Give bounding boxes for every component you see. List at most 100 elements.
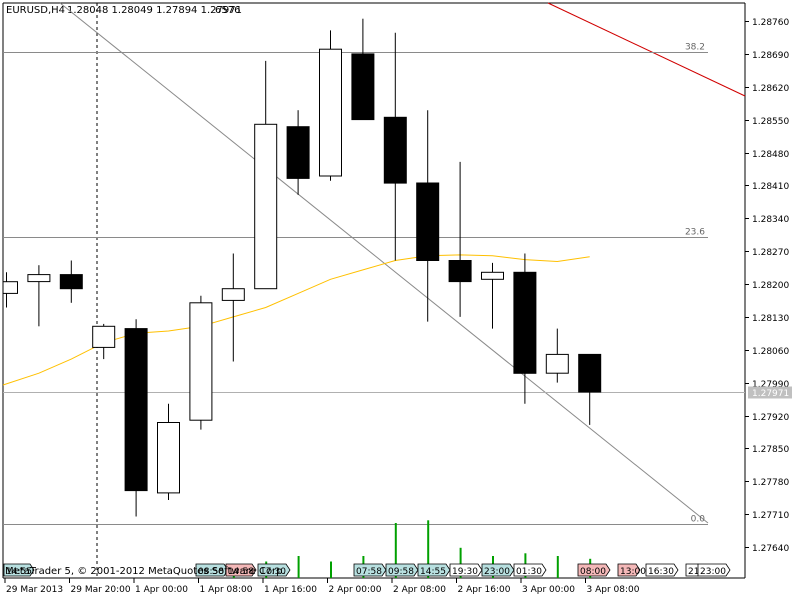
trade-tag: 23:00 (697, 563, 731, 577)
time-tick-label: 1 Apr 08:00 (200, 585, 253, 595)
trade-tag-shape (225, 563, 257, 577)
bear-candle-body (578, 353, 602, 393)
trade-tag: 08:00 (577, 563, 611, 577)
trade-tag: 16:30 (645, 563, 679, 577)
time-tick-label: 2 Apr 16:00 (458, 585, 511, 595)
trade-tag-label: 08:58 (198, 567, 224, 577)
price-tick-label: 1.28760 (752, 18, 789, 28)
trade-tag-shape (3, 563, 35, 577)
price-tick-label: 1.27920 (752, 413, 789, 423)
trade-tag-shape (449, 563, 483, 577)
bull-candle-body (319, 48, 342, 177)
trade-tag-label: 19:30 (452, 567, 478, 577)
bear-candle-body (59, 274, 83, 290)
price-tick-label: 1.28620 (752, 84, 789, 94)
time-tick-label: 3 Apr 00:00 (522, 585, 575, 595)
candle (59, 260, 83, 303)
candle (545, 328, 569, 383)
candle (157, 403, 180, 500)
bear-candle-body (124, 328, 148, 492)
bear-candle-body (286, 126, 310, 179)
price-tick-label: 1.27780 (752, 478, 789, 488)
price-axis[interactable]: 1.28760 1.28690 1.28620 1.28550 1.28480 1.284… (745, 18, 789, 554)
trade-tag-label: 23:00 (700, 567, 726, 577)
trade-tag-label: 08:00 (580, 567, 606, 577)
trade-tag: 14:58 (225, 563, 257, 577)
candle (383, 32, 407, 261)
trade-tag-shape (645, 563, 679, 577)
bull-candle-body (27, 274, 51, 283)
trendline[interactable] (59, 2, 709, 524)
candle (221, 253, 245, 362)
candle (27, 265, 51, 327)
price-tick-label: 1.28130 (752, 314, 789, 324)
candle (2, 272, 18, 308)
price-tick-label: 1.28200 (752, 281, 789, 291)
red-trendline[interactable] (547, 2, 746, 97)
time-tick-label: 29 Mar 20:00 (71, 585, 131, 595)
trade-tags: 14:55 08:58 14:58 17:30 07:58 09:58 14:55 19:30… (3, 563, 731, 577)
price-tick-label: 1.27850 (752, 445, 789, 455)
trade-tag: 01:30 (513, 563, 547, 577)
bear-candle-body (416, 182, 440, 261)
bear-candle-body (351, 53, 375, 121)
fibonacci-levels[interactable]: 38.2 23.6 0.0 (3, 43, 708, 525)
bull-candle-body (189, 302, 213, 421)
trade-tag-label: 16:30 (648, 567, 674, 577)
bull-candle-body (481, 271, 504, 280)
time-tick-label: 1 Apr 00:00 (135, 585, 188, 595)
current-price-tag (748, 386, 792, 399)
time-tick-label: 1 Apr 16:00 (264, 585, 317, 595)
trade-tag-label: 14:55 (6, 567, 32, 577)
price-tick-label: 1.27990 (752, 380, 789, 390)
fib-level-label: 0.0 (691, 515, 706, 525)
trade-tag: 14:55 (3, 563, 35, 577)
candle (416, 110, 440, 322)
candle (124, 319, 148, 517)
candle (351, 18, 375, 121)
price-tick-label: 1.28410 (752, 182, 789, 192)
current-price-value: 1.27971 (752, 389, 789, 399)
trade-tag: 09:58 (385, 563, 419, 577)
trade-tag-shape (577, 563, 611, 577)
bear-candle-body (513, 271, 537, 374)
bull-candle-body (157, 422, 180, 494)
copyright-text: MetaTrader 5, © 2001-2012 MetaQuotes Sof… (5, 566, 286, 577)
fib-level-label: 23.6 (685, 228, 705, 238)
candle (286, 110, 310, 195)
trade-tag-label: 13:00 (620, 567, 646, 577)
trade-tag-label: 07:58 (356, 567, 382, 577)
trade-tag-shape (353, 563, 387, 577)
price-tick-label: 1.28690 (752, 51, 789, 61)
trade-tag-label: 01:30 (516, 567, 542, 577)
bear-candle-body (383, 116, 407, 184)
trade-tag: 23:00 (481, 563, 515, 577)
price-tick-label: 1.28340 (752, 215, 789, 225)
trade-tag-label: 14:55 (420, 567, 446, 577)
price-tick-label: 1.28550 (752, 117, 789, 127)
trade-tag: 14:55 (417, 563, 451, 577)
price-tick-label: 1.27710 (752, 511, 789, 521)
bull-candle-body (92, 325, 116, 348)
volume-label: 6576 (215, 5, 240, 16)
time-tick-label: 29 Mar 2013 (6, 585, 63, 595)
trade-tag-shape (617, 563, 641, 577)
bear-candle-body (448, 260, 472, 283)
trade-tag-shape (697, 563, 731, 577)
bull-candle-body (545, 353, 569, 374)
time-axis[interactable]: 29 Mar 2013 29 Mar 20:00 1 Apr 00:00 1 Apr … (4, 578, 640, 595)
trade-tag: 19:30 (449, 563, 483, 577)
candlesticks (2, 18, 602, 517)
trade-tag-shape (385, 563, 419, 577)
price-tick-label: 1.28480 (752, 150, 789, 160)
trade-tag-label: 14:58 (228, 567, 254, 577)
trade-tag-label: 23:00 (484, 567, 510, 577)
candle (513, 253, 537, 404)
trade-tag: 13:00 (617, 563, 646, 577)
price-tick-label: 1.28270 (752, 248, 789, 258)
symbol-label: EURUSD,H4 (6, 5, 65, 16)
candle (578, 353, 602, 425)
